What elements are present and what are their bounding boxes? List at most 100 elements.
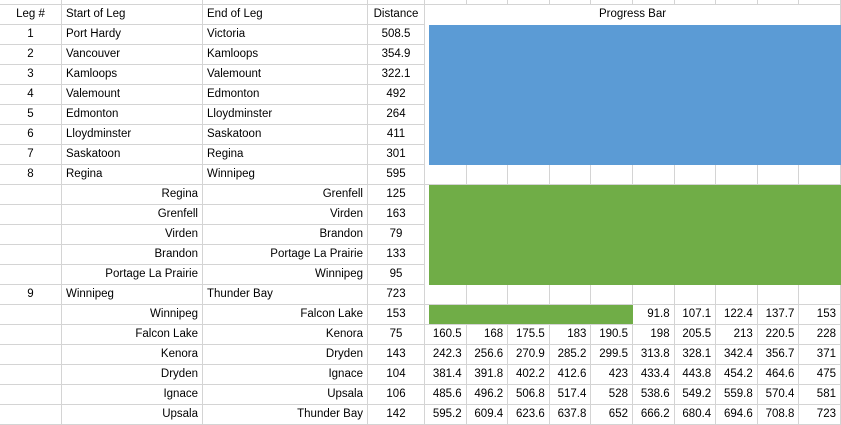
cell-leg-number[interactable] xyxy=(0,405,62,425)
progress-cell[interactable]: 708.8 xyxy=(757,405,800,425)
progress-cell[interactable]: 517.4 xyxy=(549,385,592,405)
cell-distance[interactable]: 95 xyxy=(368,265,425,285)
cell-distance[interactable]: 106 xyxy=(368,385,425,405)
progress-cell[interactable]: 443.8 xyxy=(674,365,717,385)
cell-distance[interactable]: 354.9 xyxy=(368,45,425,65)
cell-leg-number[interactable] xyxy=(0,225,62,245)
progress-cell[interactable] xyxy=(716,165,758,185)
progress-cell[interactable] xyxy=(757,285,800,305)
cell-start-of-leg[interactable]: Vancouver xyxy=(62,45,203,65)
progress-cell[interactable]: 475 xyxy=(799,365,841,385)
progress-cell[interactable]: 160.5 xyxy=(425,325,467,345)
progress-cell[interactable]: 637.8 xyxy=(549,405,592,425)
cell-start-of-leg[interactable]: Regina xyxy=(62,185,203,205)
cell-end-of-leg[interactable]: Edmonton xyxy=(203,85,368,105)
cell-leg-number[interactable] xyxy=(0,205,62,225)
progress-cell[interactable]: 270.9 xyxy=(508,345,550,365)
cell-end-of-leg[interactable]: Ignace xyxy=(203,365,368,385)
progress-cell[interactable]: 652 xyxy=(591,405,633,425)
cell-start-of-leg[interactable]: Kenora xyxy=(62,345,203,365)
progress-cell[interactable]: 609.4 xyxy=(466,405,509,425)
cell-end-of-leg[interactable]: Grenfell xyxy=(203,185,368,205)
progress-cell[interactable]: 137.7 xyxy=(757,305,800,325)
cell-leg-number[interactable]: 8 xyxy=(0,165,62,185)
progress-cell[interactable]: 423 xyxy=(591,365,633,385)
progress-cell[interactable]: 220.5 xyxy=(757,325,800,345)
progress-cell[interactable] xyxy=(591,285,633,305)
cell-distance[interactable]: 595 xyxy=(368,165,425,185)
progress-cell[interactable]: 402.2 xyxy=(508,365,550,385)
cell-leg-number[interactable]: 6 xyxy=(0,125,62,145)
progress-cell[interactable]: 723 xyxy=(799,405,841,425)
progress-cell[interactable]: 285.2 xyxy=(549,345,592,365)
cell-end-of-leg[interactable]: Kamloops xyxy=(203,45,368,65)
progress-cell[interactable] xyxy=(633,285,675,305)
cell-distance[interactable]: 264 xyxy=(368,105,425,125)
cell-distance[interactable]: 322.1 xyxy=(368,65,425,85)
progress-cell[interactable]: 242.3 xyxy=(425,345,467,365)
cell-leg-number[interactable]: 9 xyxy=(0,285,62,305)
progress-cell[interactable] xyxy=(466,285,509,305)
cell-end-of-leg[interactable]: Winnipeg xyxy=(203,165,368,185)
cell-start-of-leg[interactable]: Grenfell xyxy=(62,205,203,225)
cell-distance[interactable]: 79 xyxy=(368,225,425,245)
progress-cell[interactable]: 328.1 xyxy=(674,345,717,365)
progress-cell[interactable] xyxy=(508,165,550,185)
progress-cell[interactable]: 538.6 xyxy=(633,385,675,405)
cell-leg-number[interactable] xyxy=(0,245,62,265)
progress-cell[interactable]: 694.6 xyxy=(716,405,758,425)
cell-start-of-leg[interactable]: Lloydminster xyxy=(62,125,203,145)
cell-leg-number[interactable]: 7 xyxy=(0,145,62,165)
progress-cell[interactable]: 485.6 xyxy=(425,385,467,405)
progress-cell[interactable]: 454.2 xyxy=(716,365,758,385)
progress-cell[interactable]: 528 xyxy=(591,385,633,405)
cell-end-of-leg[interactable]: Thunder Bay xyxy=(203,285,368,305)
progress-cell[interactable]: 496.2 xyxy=(466,385,509,405)
cell-distance[interactable]: 142 xyxy=(368,405,425,425)
cell-start-of-leg[interactable]: Portage La Prairie xyxy=(62,265,203,285)
cell-start-of-leg[interactable]: Winnipeg xyxy=(62,285,203,305)
progress-cell[interactable]: 228 xyxy=(799,325,841,345)
cell-leg-number[interactable] xyxy=(0,325,62,345)
progress-cell[interactable] xyxy=(549,285,592,305)
progress-cell[interactable]: 107.1 xyxy=(674,305,717,325)
cell-distance[interactable]: 104 xyxy=(368,365,425,385)
header-start-of-leg[interactable]: Start of Leg xyxy=(62,5,203,25)
cell-start-of-leg[interactable]: Brandon xyxy=(62,245,203,265)
cell-distance[interactable]: 508.5 xyxy=(368,25,425,45)
progress-cell[interactable]: 153 xyxy=(799,305,841,325)
cell-distance[interactable]: 492 xyxy=(368,85,425,105)
cell-start-of-leg[interactable]: Saskatoon xyxy=(62,145,203,165)
progress-cell[interactable]: 313.8 xyxy=(633,345,675,365)
progress-cell[interactable]: 666.2 xyxy=(633,405,675,425)
cell-leg-number[interactable] xyxy=(0,305,62,325)
progress-cell[interactable]: 175.5 xyxy=(508,325,550,345)
cell-end-of-leg[interactable]: Winnipeg xyxy=(203,265,368,285)
progress-cell[interactable]: 506.8 xyxy=(508,385,550,405)
progress-cell[interactable]: 570.4 xyxy=(757,385,800,405)
cell-end-of-leg[interactable]: Saskatoon xyxy=(203,125,368,145)
progress-cell[interactable]: 680.4 xyxy=(674,405,717,425)
cell-start-of-leg[interactable]: Valemount xyxy=(62,85,203,105)
progress-cell[interactable]: 623.6 xyxy=(508,405,550,425)
cell-start-of-leg[interactable]: Virden xyxy=(62,225,203,245)
cell-end-of-leg[interactable]: Brandon xyxy=(203,225,368,245)
progress-cell[interactable] xyxy=(466,165,509,185)
progress-cell[interactable] xyxy=(799,285,841,305)
cell-start-of-leg[interactable]: Port Hardy xyxy=(62,25,203,45)
cell-end-of-leg[interactable]: Kenora xyxy=(203,325,368,345)
cell-end-of-leg[interactable]: Upsala xyxy=(203,385,368,405)
progress-cell[interactable] xyxy=(549,165,592,185)
cell-distance[interactable]: 133 xyxy=(368,245,425,265)
progress-cell[interactable]: 122.4 xyxy=(716,305,758,325)
progress-cell[interactable] xyxy=(633,165,675,185)
cell-start-of-leg[interactable]: Dryden xyxy=(62,365,203,385)
progress-cell[interactable]: 581 xyxy=(799,385,841,405)
cell-leg-number[interactable] xyxy=(0,365,62,385)
progress-cell[interactable]: 595.2 xyxy=(425,405,467,425)
progress-cell[interactable]: 198 xyxy=(633,325,675,345)
progress-cell[interactable]: 213 xyxy=(716,325,758,345)
progress-cell[interactable]: 381.4 xyxy=(425,365,467,385)
cell-leg-number[interactable]: 2 xyxy=(0,45,62,65)
progress-cell[interactable]: 549.2 xyxy=(674,385,717,405)
